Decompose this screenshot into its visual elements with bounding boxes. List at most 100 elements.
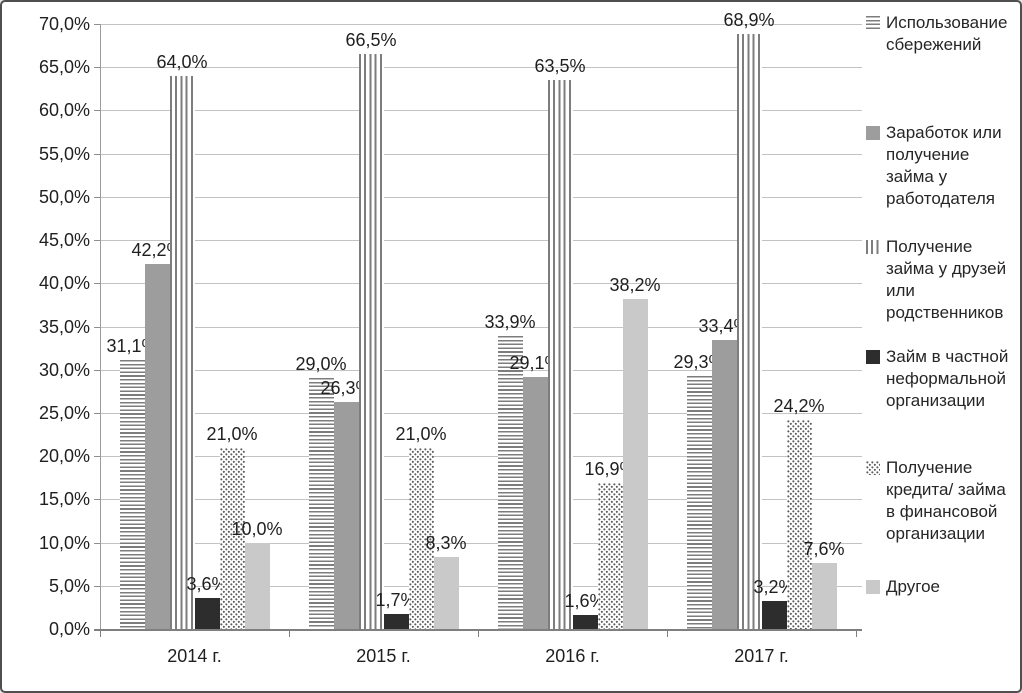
legend-label: Получение займа у друзей или родственник… [886, 237, 1007, 322]
bar-value-label: 7,6% [803, 539, 845, 560]
bar-2017-s6 [811, 563, 837, 629]
y-axis-tick [94, 585, 100, 587]
gridline [100, 456, 862, 458]
bar-2017-s1 [686, 375, 712, 629]
x-tick-label: 2016 г. [545, 646, 600, 666]
gridline [100, 585, 862, 587]
y-axis-tick [94, 110, 100, 112]
y-axis-tick [94, 326, 100, 328]
bar-value-label: 1,6% [564, 591, 606, 612]
y-tick-label: 20,0% [38, 446, 90, 467]
bar-value-label: 68,9% [723, 9, 775, 30]
y-axis-tick [94, 499, 100, 501]
chart-legend: Использование сбережений Заработок или по… [864, 2, 1020, 691]
bar-2016-s5 [597, 482, 623, 629]
y-tick-label: 40,0% [38, 273, 90, 294]
bar-value-label: 1,7% [375, 590, 417, 611]
y-axis-line [100, 24, 101, 629]
bar-value-label: 29,0% [295, 354, 347, 375]
legend-swatch-icon [866, 126, 880, 140]
y-tick-label: 25,0% [38, 402, 90, 423]
bar-value-label: 3,6% [186, 573, 228, 594]
gridline [100, 326, 862, 328]
bar-2016-s6 [622, 298, 648, 629]
legend-swatch-icon [866, 580, 880, 594]
legend-item-s6: Другое [864, 576, 1016, 598]
x-tick-label: 2014 г. [167, 646, 222, 666]
bar-value-label: 3,2% [753, 577, 795, 598]
bar-2014-s5 [219, 447, 245, 629]
bar-value-label: 8,3% [425, 533, 467, 554]
bar-2015-s4 [383, 614, 409, 629]
x-axis-tick [289, 629, 290, 637]
legend-swatch-icon [866, 240, 880, 254]
x-axis-tick [100, 629, 101, 637]
y-axis-tick [94, 24, 100, 25]
bar-2015-s5 [408, 447, 434, 629]
bar-2016-s3 [547, 80, 573, 629]
y-axis-tick [94, 240, 100, 242]
x-axis-tick [478, 629, 479, 637]
bar-2016-s4 [572, 615, 598, 629]
gridline [100, 110, 862, 112]
y-axis-tick [94, 369, 100, 371]
bar-value-label: 64,0% [156, 51, 208, 72]
y-tick-label: 10,0% [38, 532, 90, 553]
gridline [100, 283, 862, 285]
legend-label: Заработок или получение займа у работода… [886, 123, 1002, 208]
y-tick-label: 30,0% [38, 359, 90, 380]
gridline [100, 153, 862, 155]
y-axis-tick [94, 196, 100, 198]
bar-2014-s2 [144, 264, 170, 629]
y-tick-label: 65,0% [38, 57, 90, 78]
bar-2014-s4 [194, 597, 220, 629]
legend-label: Использование сбережений [886, 13, 1008, 54]
y-axis-tick [94, 456, 100, 458]
bar-value-label: 24,2% [773, 395, 825, 416]
x-tick-label: 2015 г. [356, 646, 411, 666]
y-axis-tick [94, 283, 100, 285]
y-tick-label: 5,0% [48, 575, 90, 596]
y-tick-label: 45,0% [38, 230, 90, 251]
y-tick-label: 50,0% [38, 186, 90, 207]
legend-label: Получение кредита/ займа в финансовой ор… [886, 458, 1006, 543]
bar-2014-s3 [169, 75, 195, 629]
gridline [100, 412, 862, 414]
bar-2015-s2 [333, 401, 359, 629]
x-axis-tick [667, 629, 668, 637]
y-tick-label: 55,0% [38, 143, 90, 164]
bar-2017-s3 [736, 33, 762, 629]
legend-item-s3: Получение займа у друзей или родственник… [864, 236, 1016, 324]
x-axis-tick [856, 629, 857, 637]
bar-2016-s1 [497, 336, 523, 629]
y-tick-label: 15,0% [38, 489, 90, 510]
legend-swatch-icon [866, 16, 880, 30]
bar-value-label: 63,5% [534, 56, 586, 77]
y-axis-tick [94, 67, 100, 69]
gridline [100, 542, 862, 544]
legend-item-s4: Займ в частной неформальной организации [864, 346, 1016, 412]
legend-swatch-icon [866, 461, 880, 475]
bar-value-label: 66,5% [345, 30, 397, 51]
bar-value-label: 21,0% [206, 423, 258, 444]
y-tick-label: 70,0% [38, 14, 90, 34]
bar-2014-s6 [244, 542, 270, 629]
bar-value-label: 10,0% [231, 518, 283, 539]
gridline [100, 499, 862, 501]
bar-2014-s1 [119, 360, 145, 629]
legend-item-s1: Использование сбережений [864, 12, 1016, 56]
bar-2017-s5 [786, 419, 812, 629]
y-axis-tick [94, 153, 100, 155]
y-axis-tick [94, 412, 100, 414]
bar-2015-s6 [433, 557, 459, 629]
gridline [100, 196, 862, 198]
gridline [100, 67, 862, 69]
gridline [100, 369, 862, 371]
gridline [100, 240, 862, 242]
x-tick-label: 2017 г. [734, 646, 789, 666]
bar-2017-s4 [761, 601, 787, 629]
legend-item-s5: Получение кредита/ займа в финансовой ор… [864, 457, 1016, 545]
y-tick-label: 60,0% [38, 100, 90, 121]
legend-label: Другое [886, 577, 941, 596]
